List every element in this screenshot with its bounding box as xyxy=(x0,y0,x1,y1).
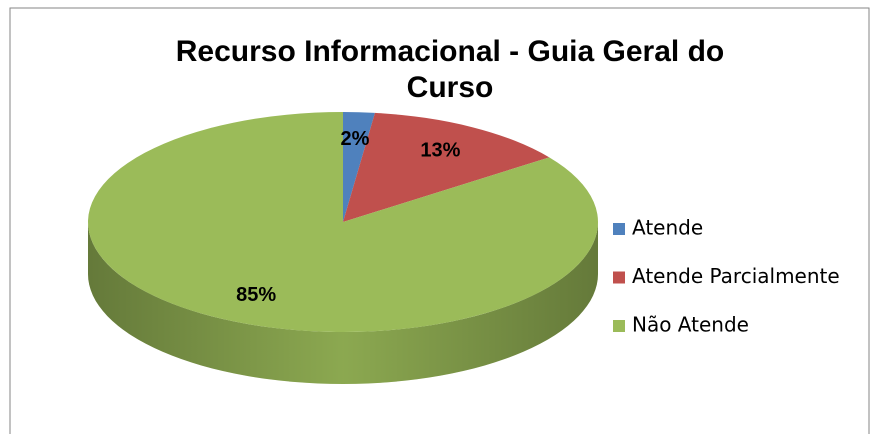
pie-slice xyxy=(88,112,599,332)
chart-border xyxy=(9,7,870,434)
legend-swatch xyxy=(613,320,625,332)
legend-label: Atende xyxy=(632,216,703,240)
pie: 2% 13% 85% xyxy=(88,112,599,384)
legend-swatch xyxy=(613,223,625,235)
data-label: 85% xyxy=(236,284,276,306)
data-label: 2% xyxy=(341,128,370,150)
pie-side-shade xyxy=(88,222,598,384)
legend: Atende Atende Parcialmente Não Atende xyxy=(613,216,840,337)
pie-slice xyxy=(343,112,375,222)
legend-swatch xyxy=(613,271,625,284)
legend-label: Atende Parcialmente xyxy=(632,264,840,288)
pie-slice xyxy=(343,112,550,222)
chart-title: Recurso Informacional - Guia Geral do Cu… xyxy=(175,35,725,104)
legend-label: Não Atende xyxy=(632,313,749,337)
data-label: 13% xyxy=(420,139,460,161)
